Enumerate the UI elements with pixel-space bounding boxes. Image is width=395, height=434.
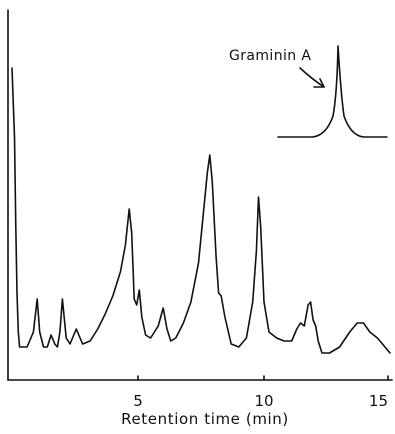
plot-frame [7,9,393,381]
inset-graminin-a: Graminin A [229,45,388,138]
annotation-arrow [299,67,325,88]
annotation-arrowhead [313,78,325,88]
x-tick-labels: 5 10 15 [133,392,388,410]
peak-annotation-label: Graminin A [229,48,311,64]
x-tick-label-15: 15 [369,392,388,410]
x-tick-label-5: 5 [133,392,143,410]
inset-peak-trace [277,45,388,138]
x-ticks [137,375,389,381]
x-tick-label-10: 10 [254,392,273,410]
chromatogram-trace [11,67,391,354]
x-axis-title: Retention time (min) [121,410,289,428]
